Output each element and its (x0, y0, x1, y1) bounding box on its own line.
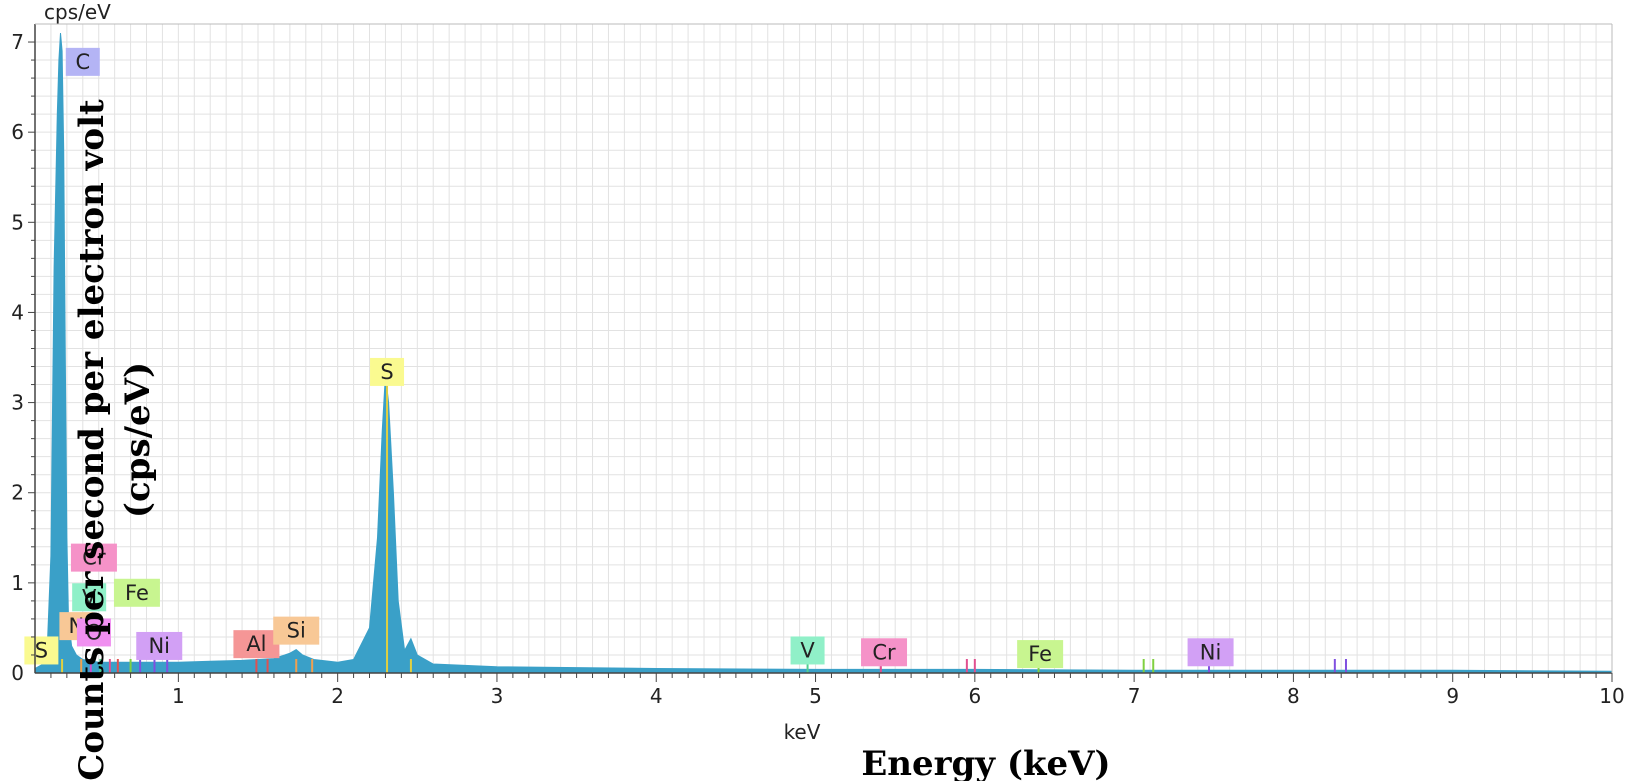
element-label-box (113, 578, 160, 607)
y-tick-label: 7 (11, 30, 24, 54)
element-label-text: Cr (82, 546, 106, 570)
y-tick-label: 6 (11, 120, 24, 144)
element-label: Cr (861, 638, 908, 667)
element-label-box (1187, 638, 1234, 667)
element-label: Fe (1017, 640, 1064, 669)
element-label-box (65, 47, 100, 76)
x-tick-label: 10 (1599, 684, 1624, 708)
element-label-text: O (86, 620, 103, 644)
x-unit-label: keV (784, 720, 821, 744)
x-tick-label: 3 (491, 684, 504, 708)
spectrum-area (34, 32, 1613, 674)
y-tick-label: 5 (11, 210, 24, 234)
chart-grid (35, 24, 1613, 673)
element-label: Al (233, 630, 280, 659)
element-label: Si (273, 616, 320, 645)
y-axis-title-line: Counts per second per electron volt (72, 99, 112, 781)
element-label-text: C (75, 50, 90, 74)
element-label-text: S (380, 360, 393, 384)
element-label: Fe (113, 578, 160, 607)
element-label-box (24, 636, 59, 665)
element-label-box (1017, 640, 1064, 669)
element-label-text: Cr (872, 640, 896, 664)
element-label-box (790, 636, 825, 665)
axis-ticks: 1 2 3 4 5 6 7 8 9 10 0 1 2 3 4 5 6 7 (11, 30, 1624, 708)
x-tick-label: 5 (809, 684, 822, 708)
element-label: S (370, 357, 405, 386)
x-tick-label: 4 (650, 684, 663, 708)
element-label-box (273, 616, 320, 645)
x-axis-title: Energy (keV) (861, 744, 1110, 781)
element-label: Cr (70, 543, 117, 572)
element-label-box (370, 357, 405, 386)
element-label-text: Fe (1028, 642, 1052, 666)
y-axis-title-line: (cps/eV) (118, 362, 158, 518)
x-tick-label: 1 (172, 684, 185, 708)
y-unit-label: cps/eV (44, 0, 111, 24)
element-label-text: S (35, 638, 48, 662)
element-label: V (72, 583, 107, 612)
y-axis-title-group: Counts per second per electron volt (cps/… (72, 99, 158, 781)
y-axis-title: Counts per second per electron volt (cps/… (72, 99, 158, 781)
element-label: C (65, 47, 100, 76)
element-label: V (790, 636, 825, 665)
element-label-text: Ni (148, 634, 170, 658)
element-label-box (136, 631, 183, 660)
element-label-box (70, 543, 117, 572)
y-tick-label: 0 (11, 661, 24, 685)
x-tick-label: 6 (968, 684, 981, 708)
spectrum-series (34, 32, 1613, 674)
x-tick-label: 9 (1446, 684, 1459, 708)
element-label-box (76, 618, 111, 647)
element-label-text: V (800, 638, 815, 662)
element-label-text: Si (287, 619, 306, 643)
element-label-box (861, 638, 908, 667)
element-label-text: Al (246, 632, 266, 656)
element-label-text: Fe (125, 581, 149, 605)
x-tick-label: 7 (1128, 684, 1141, 708)
y-tick-label: 4 (11, 300, 24, 324)
element-label-text: Ni (1200, 640, 1222, 664)
element-label: Ni (1187, 638, 1234, 667)
y-tick-label: 3 (11, 391, 24, 415)
element-label: S (24, 636, 59, 665)
element-label: Ni (136, 631, 183, 660)
y-tick-label: 1 (11, 571, 24, 595)
element-label-text: V (82, 585, 97, 609)
x-tick-label: 2 (331, 684, 344, 708)
element-label: O (76, 618, 111, 647)
y-tick-label: 2 (11, 481, 24, 505)
element-label-box (72, 583, 107, 612)
x-tick-label: 8 (1287, 684, 1300, 708)
element-label-box (233, 630, 280, 659)
